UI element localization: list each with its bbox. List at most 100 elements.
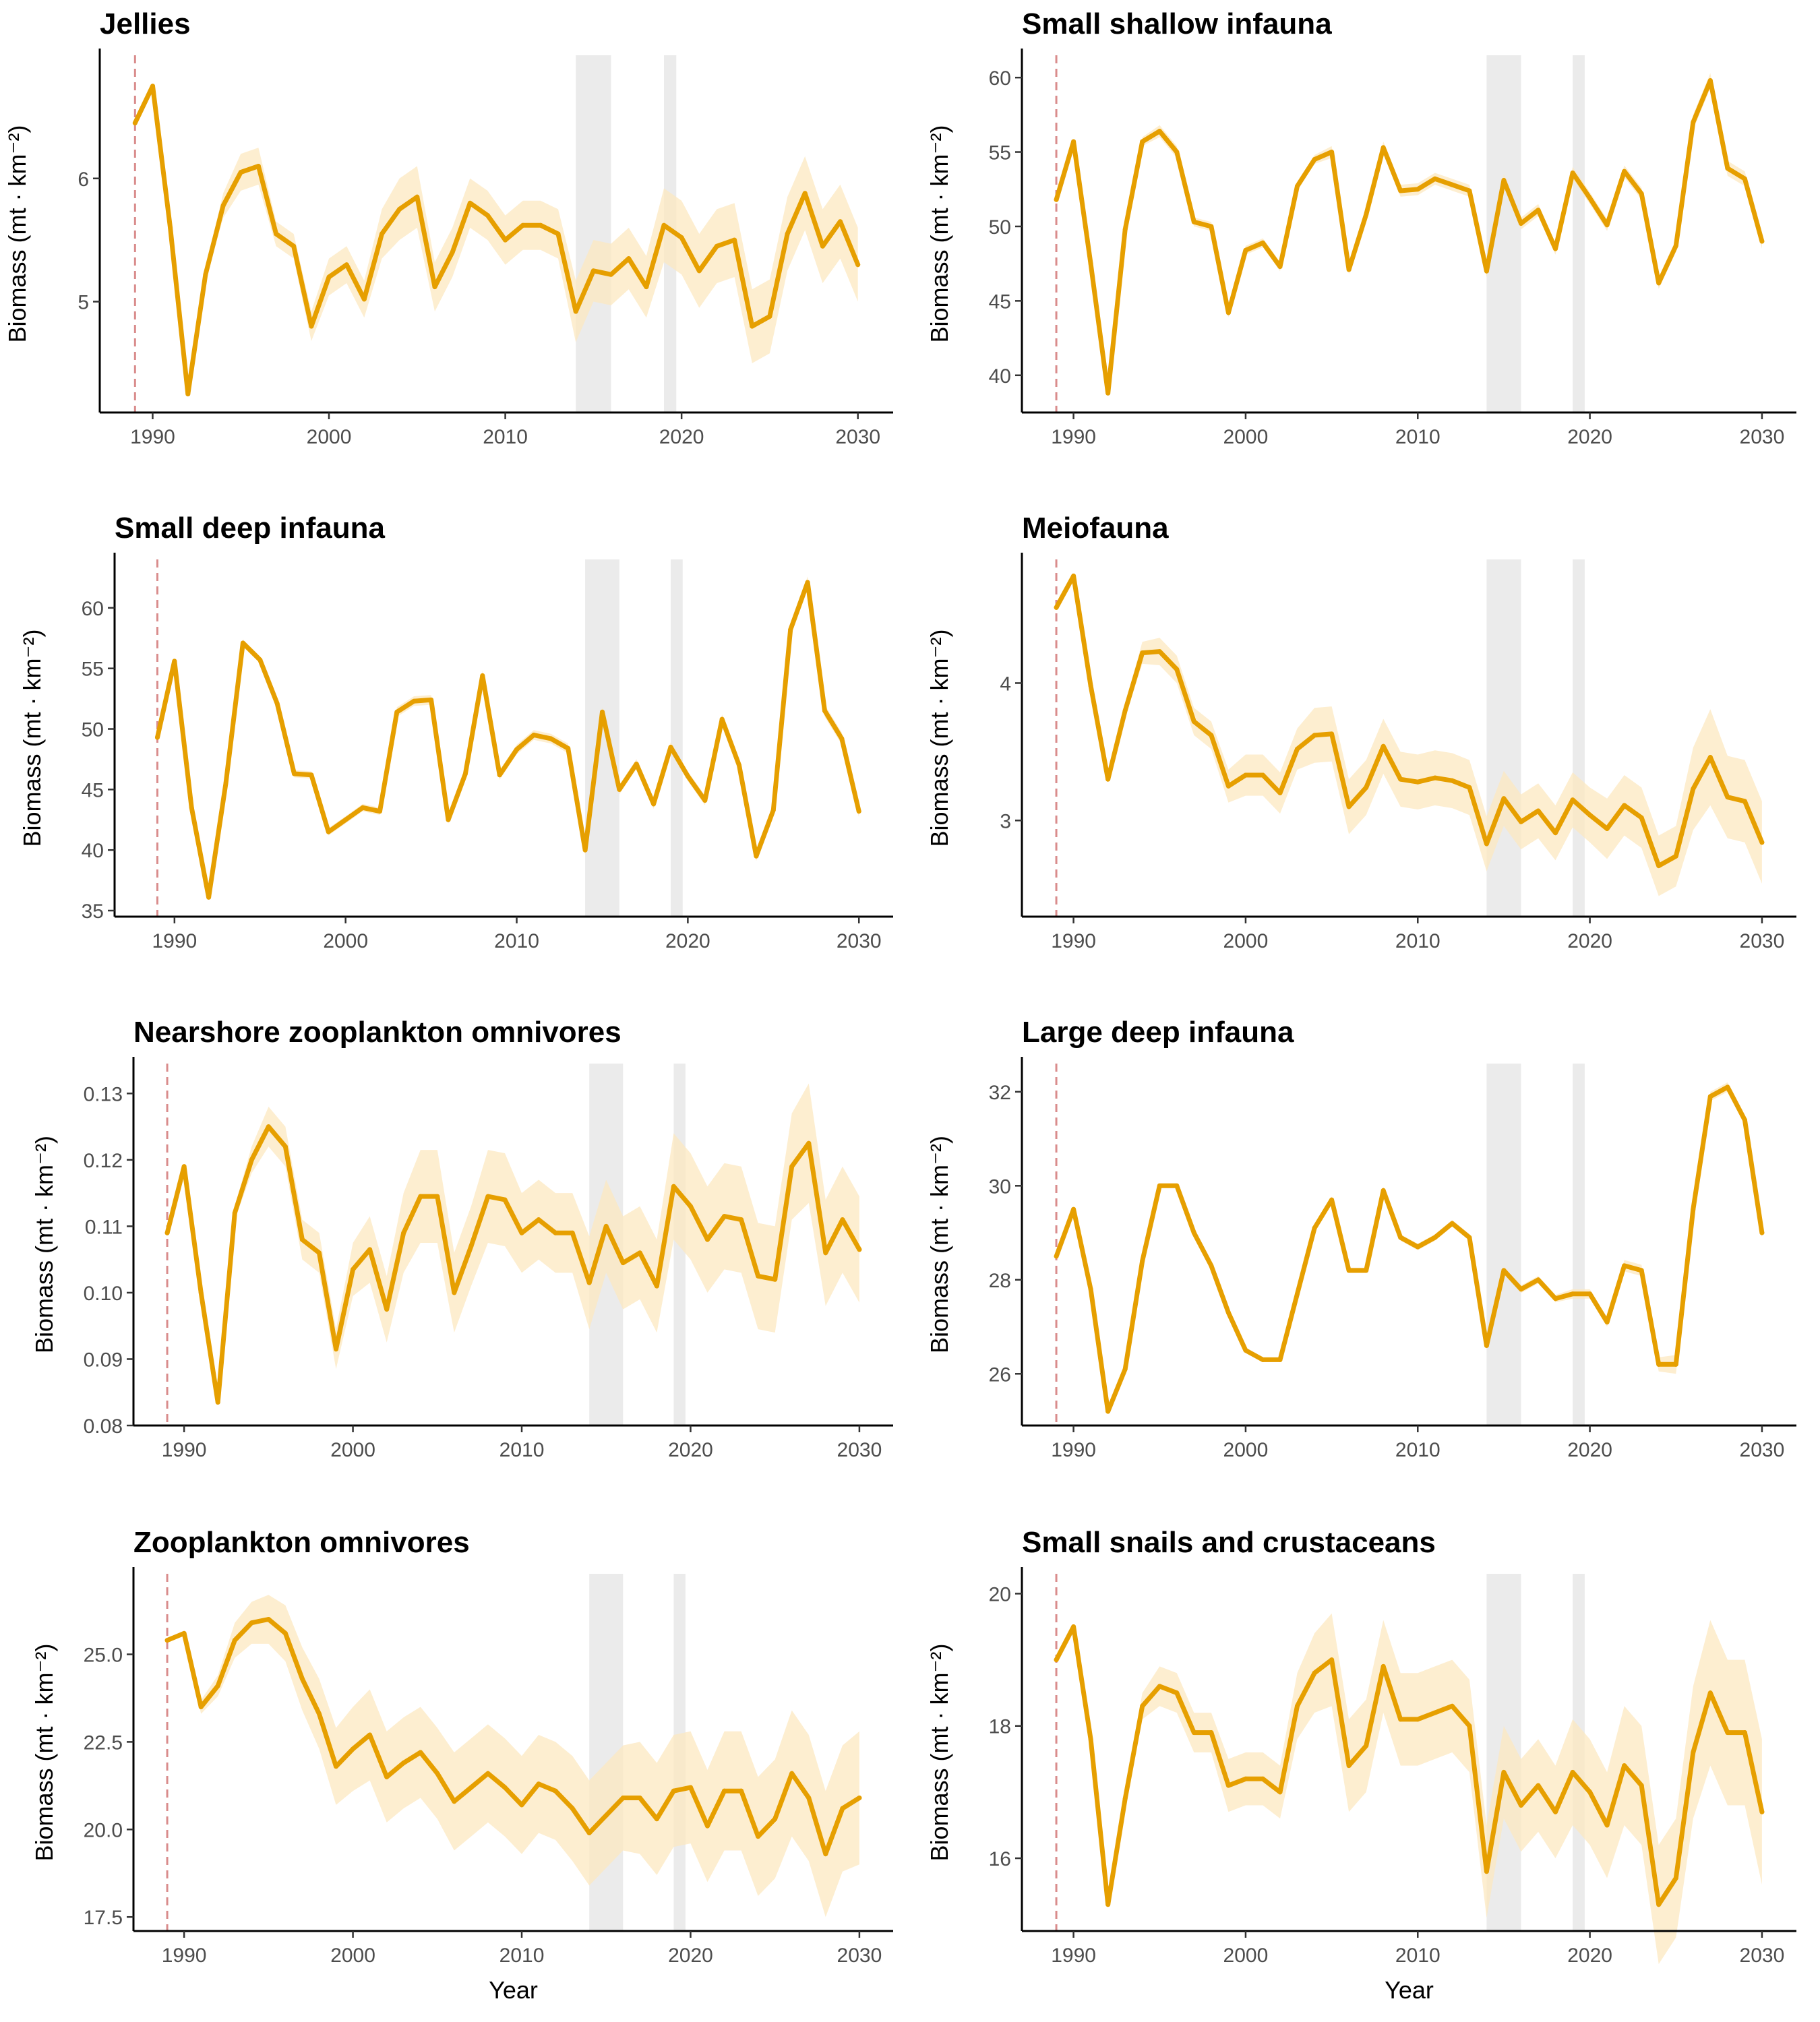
- data-point: [1587, 812, 1593, 818]
- data-point: [838, 219, 843, 224]
- y-tick-label: 20.0: [84, 1819, 123, 1841]
- data-point: [299, 1237, 305, 1242]
- panel-6: Large deep infauna 26 28 30 32 1990 2000 2010 20…: [926, 1016, 1796, 1461]
- data-point: [1673, 1875, 1678, 1880]
- data-point: [1191, 1730, 1196, 1736]
- y-axis-label: Biomass (mt · km⁻²): [926, 630, 953, 847]
- data-point: [1570, 1769, 1575, 1775]
- data-point: [599, 709, 605, 714]
- event-band-2: [1573, 55, 1585, 412]
- event-band-1: [585, 559, 619, 917]
- biomass-line: [164, 1617, 862, 1857]
- data-point: [570, 1806, 575, 1811]
- data-point: [361, 297, 367, 302]
- data-point: [1277, 1357, 1283, 1362]
- data-point: [1622, 168, 1627, 174]
- data-point: [1604, 1822, 1610, 1828]
- data-point: [1656, 863, 1662, 869]
- data-point: [857, 1796, 862, 1801]
- y-tick-label: 22.5: [84, 1732, 123, 1754]
- y-tick-label: 40: [82, 840, 104, 862]
- data-point: [788, 627, 793, 632]
- data-point: [223, 780, 229, 786]
- y-tick-label: 45: [989, 290, 1011, 313]
- data-point: [497, 772, 502, 778]
- data-point: [1622, 1263, 1627, 1268]
- data-point: [432, 284, 437, 290]
- data-point: [634, 762, 639, 767]
- biomass-line: [164, 1124, 862, 1405]
- data-point: [637, 1250, 642, 1256]
- data-point: [1295, 1703, 1300, 1709]
- data-point: [1209, 224, 1214, 229]
- data-point: [1587, 1291, 1593, 1297]
- y-tick-label: 0.09: [84, 1349, 123, 1371]
- data-point: [1570, 797, 1575, 803]
- y-tick-label: 30: [989, 1175, 1011, 1198]
- data-point: [198, 1290, 204, 1295]
- x-tick-label: 1990: [1051, 930, 1096, 952]
- data-point: [609, 272, 614, 277]
- data-point: [685, 774, 690, 779]
- data-point: [1553, 1296, 1558, 1301]
- data-point: [1191, 219, 1196, 224]
- data-point: [1656, 1361, 1662, 1367]
- data-point: [785, 231, 790, 237]
- x-tick-label: 2010: [1395, 1439, 1440, 1461]
- data-point: [856, 809, 861, 814]
- data-point: [164, 1230, 170, 1235]
- data-point: [1449, 1221, 1455, 1226]
- data-point: [1501, 1268, 1507, 1273]
- data-point: [661, 222, 667, 228]
- x-tick-label: 2020: [668, 1439, 713, 1461]
- data-point: [1570, 1291, 1575, 1297]
- data-point: [1501, 796, 1507, 801]
- data-point: [1553, 1809, 1558, 1814]
- data-point: [1312, 1670, 1317, 1676]
- data-point: [1725, 166, 1730, 171]
- data-point: [1725, 795, 1730, 800]
- data-point: [679, 235, 684, 240]
- x-tick-label: 2030: [835, 426, 880, 448]
- data-point: [401, 1230, 406, 1235]
- data-point: [452, 1290, 457, 1295]
- y-tick-label: 17.5: [84, 1907, 123, 1929]
- panel-title: Small deep infauna: [115, 512, 386, 545]
- x-tick-label: 2000: [1223, 1439, 1269, 1461]
- x-tick-label: 2010: [1395, 930, 1440, 952]
- data-point: [570, 1230, 575, 1235]
- data-point: [839, 736, 845, 741]
- data-point: [1622, 803, 1627, 808]
- data-point: [343, 817, 348, 822]
- data-point: [1415, 187, 1420, 192]
- data-point: [1707, 755, 1713, 760]
- data-point: [1277, 264, 1283, 270]
- data-point: [468, 1785, 474, 1790]
- data-point: [566, 745, 571, 751]
- biomass-line: [1054, 574, 1765, 869]
- data-point: [1157, 649, 1162, 654]
- data-point: [582, 847, 588, 853]
- data-point: [1088, 1287, 1093, 1292]
- data-point: [502, 1197, 508, 1202]
- data-point: [1295, 746, 1300, 752]
- data-point: [1673, 243, 1678, 249]
- data-point: [1243, 1776, 1248, 1781]
- data-point: [418, 1194, 423, 1199]
- x-tick-label: 2010: [499, 1439, 545, 1461]
- data-point: [282, 1630, 288, 1636]
- data-point: [739, 1788, 744, 1794]
- data-point: [651, 801, 657, 807]
- data-point: [840, 1806, 845, 1811]
- data-point: [206, 894, 212, 900]
- data-point: [1243, 772, 1248, 778]
- data-point: [172, 658, 177, 664]
- data-point: [1484, 1343, 1489, 1348]
- data-point: [1209, 1263, 1214, 1268]
- data-point: [462, 771, 468, 776]
- data-point: [1260, 772, 1265, 778]
- data-point: [1260, 240, 1265, 245]
- data-point: [1449, 182, 1455, 187]
- data-point: [502, 1785, 508, 1790]
- data-point: [1329, 1657, 1335, 1663]
